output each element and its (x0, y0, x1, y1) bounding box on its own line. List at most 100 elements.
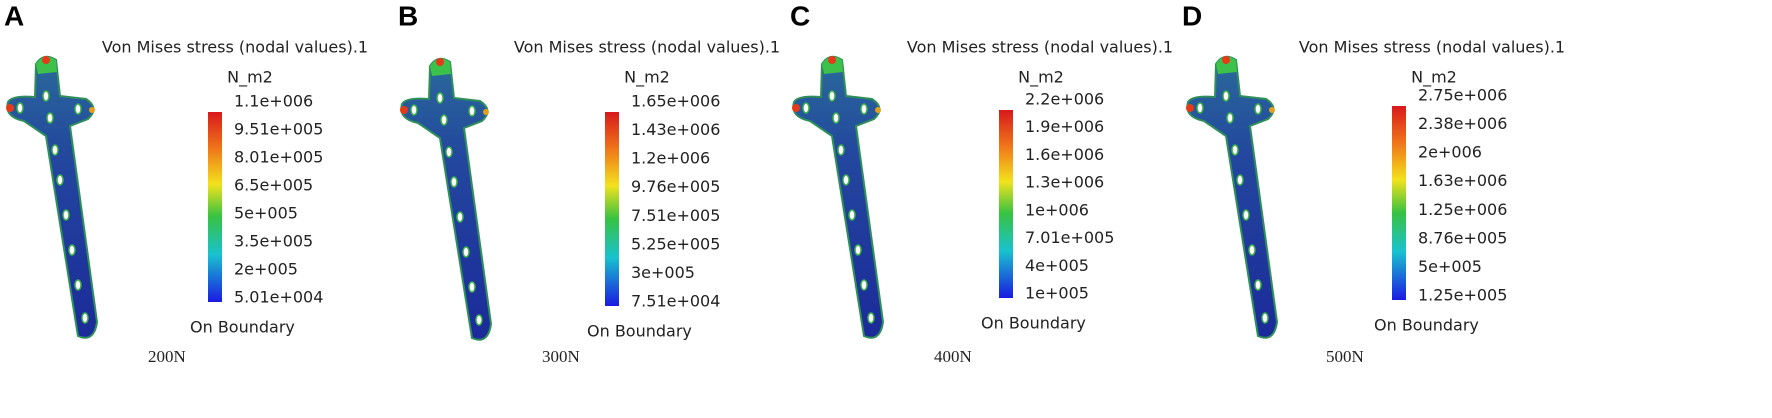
legend-footer: On Boundary (981, 314, 1086, 333)
color-bar (999, 110, 1013, 298)
scale-label: 5.25e+005 (631, 234, 720, 253)
hotspot (822, 56, 843, 74)
hole (462, 246, 470, 258)
scale-label: 2.2e+006 (1025, 90, 1104, 109)
hole (832, 112, 840, 124)
hole (410, 104, 418, 116)
hole (475, 314, 483, 326)
scale-label: 2e+005 (234, 260, 298, 279)
load-label: 400N (934, 347, 972, 366)
hole (1254, 279, 1262, 291)
hole (46, 112, 54, 124)
hole (1226, 112, 1234, 124)
scale-label: 2e+006 (1418, 143, 1482, 162)
panel: B Von Mises stress (nodal values).1 N_m2 1.… (398, 0, 780, 366)
scale-label: 1.25e+005 (1418, 286, 1507, 305)
plate (6, 55, 99, 339)
hole (860, 279, 868, 291)
hole (860, 103, 868, 115)
hotspot (6, 104, 14, 112)
scale-label: 3.5e+005 (234, 232, 313, 251)
hole (468, 105, 476, 117)
hotspot (36, 56, 57, 74)
scale-label: 1.2e+006 (631, 149, 710, 168)
scale-label: 5e+005 (1418, 257, 1482, 276)
hotspot (400, 106, 408, 114)
plate-render (400, 57, 493, 341)
plate (792, 55, 885, 339)
hole (68, 244, 76, 256)
hole (1242, 209, 1250, 221)
hole (456, 211, 464, 223)
hotspot (1269, 107, 1275, 113)
scale-label: 8.76e+005 (1418, 228, 1507, 247)
legend-unit: N_m2 (1411, 68, 1457, 88)
hole (440, 114, 448, 126)
scale-label: 2.38e+006 (1418, 114, 1507, 133)
hole (450, 176, 458, 188)
scale-label: 9.76e+005 (631, 177, 720, 196)
scale-label: 8.01e+005 (234, 148, 323, 167)
hole (16, 102, 24, 114)
legend-footer: On Boundary (1374, 316, 1479, 335)
scale-label: 1.65e+006 (631, 92, 720, 111)
hole (837, 144, 845, 156)
hotspot (828, 56, 836, 64)
hole (1236, 174, 1244, 186)
scale-label: 7.51e+004 (631, 292, 720, 311)
hotspot (436, 58, 444, 66)
scale-label: 1e+006 (1025, 200, 1089, 219)
color-bar (208, 112, 222, 302)
scale-label: 6.5e+005 (234, 176, 313, 195)
plate-render (1186, 55, 1279, 339)
scale-label: 1.9e+006 (1025, 117, 1104, 136)
legend-footer: On Boundary (190, 318, 295, 337)
hotspot (792, 104, 800, 112)
hole (56, 174, 64, 186)
panel-letter: B (398, 0, 418, 31)
load-label: 200N (148, 347, 186, 366)
hole (1222, 90, 1230, 102)
legend-footer: On Boundary (587, 322, 692, 341)
color-bar (1392, 106, 1406, 300)
hole (1248, 244, 1256, 256)
hole (42, 90, 50, 102)
hole (1231, 144, 1239, 156)
legend-unit: N_m2 (1018, 68, 1064, 88)
legend-unit: N_m2 (227, 68, 273, 88)
hotspot (1216, 56, 1237, 74)
hotspot (875, 107, 881, 113)
hole (802, 102, 810, 114)
hole (51, 144, 59, 156)
legend-title: Von Mises stress (nodal values).1 (907, 38, 1173, 57)
hole (62, 209, 70, 221)
legend-title: Von Mises stress (nodal values).1 (514, 38, 780, 57)
scale-label: 1.43e+006 (631, 120, 720, 139)
hole (1261, 312, 1269, 324)
hole (74, 103, 82, 115)
scale-label: 7.51e+005 (631, 206, 720, 225)
hole (468, 281, 476, 293)
scale-label: 1e+005 (1025, 284, 1089, 303)
hole (854, 244, 862, 256)
scale-label: 9.51e+005 (234, 120, 323, 139)
scale-label: 1.6e+006 (1025, 145, 1104, 164)
plate (1186, 55, 1279, 339)
load-label: 300N (542, 347, 580, 366)
hole (74, 279, 82, 291)
panel-letter: C (790, 0, 810, 31)
plate (400, 57, 493, 341)
plate-render (792, 55, 885, 339)
scale-label: 5e+005 (234, 204, 298, 223)
panel: A Von Mises stress (nodal values).1 N_m2 1.… (4, 0, 368, 366)
plate-render (6, 55, 99, 339)
legend-title: Von Mises stress (nodal values).1 (1299, 38, 1565, 57)
hole (445, 146, 453, 158)
hotspot (1186, 104, 1194, 112)
hotspot (42, 56, 50, 64)
hole (867, 312, 875, 324)
hotspot (483, 109, 489, 115)
hole (1196, 102, 1204, 114)
scale-label: 1.3e+006 (1025, 173, 1104, 192)
